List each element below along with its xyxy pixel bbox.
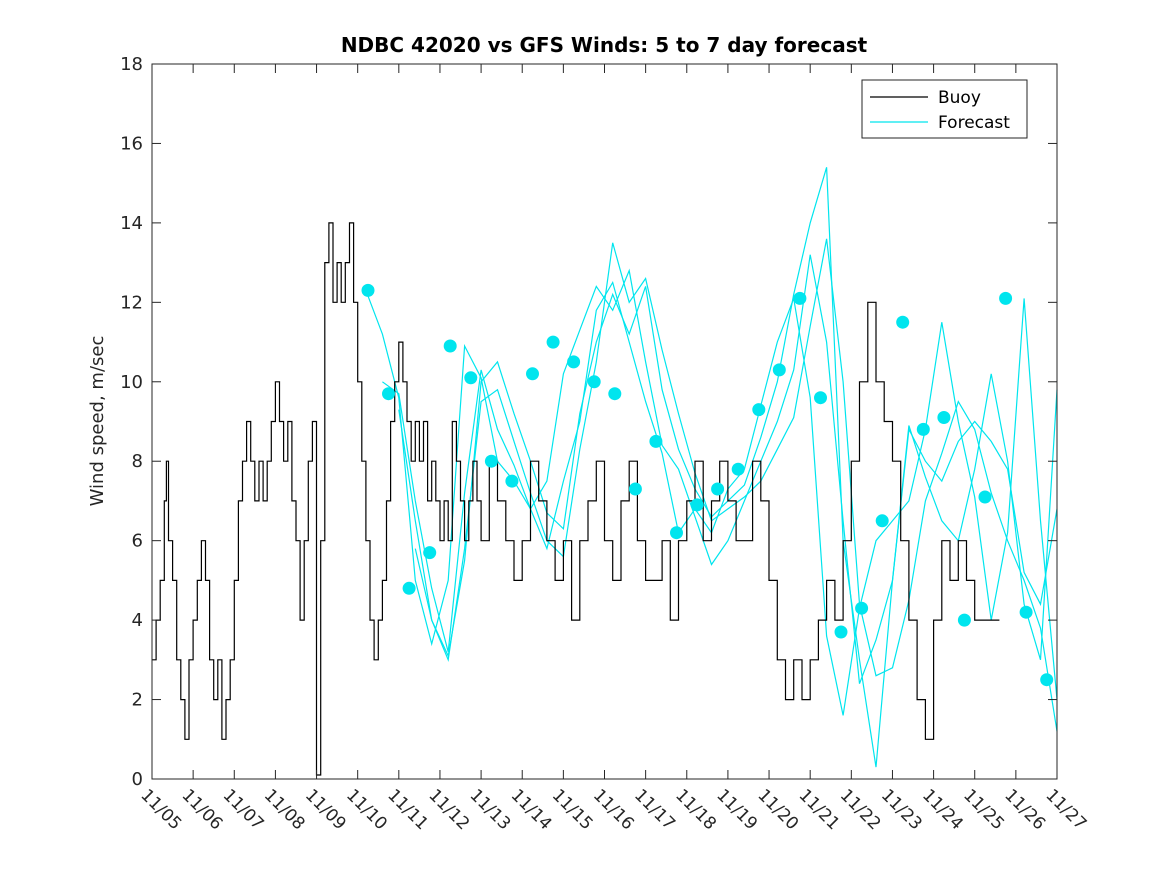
forecast-marker [957, 613, 971, 627]
forecast-marker [937, 411, 951, 424]
forecast-marker [875, 514, 889, 528]
forecast-marker [443, 339, 457, 353]
forecast-marker [772, 363, 786, 377]
y-tick-label: 8 [132, 451, 143, 472]
forecast-marker [752, 403, 766, 417]
forecast-marker [628, 482, 642, 496]
y-axis-label: Wind speed, m/sec [87, 336, 108, 507]
forecast-marker [587, 375, 601, 389]
forecast-marker [423, 546, 437, 560]
forecast-marker [855, 601, 869, 615]
forecast-marker [731, 462, 745, 476]
forecast-marker [402, 581, 416, 595]
forecast-marker [670, 526, 683, 540]
forecast-marker [814, 391, 827, 405]
forecast-line-4 [414, 167, 1058, 768]
forecast-marker [1019, 605, 1033, 619]
buoy-line [152, 222, 1000, 776]
forecast-marker [999, 291, 1013, 305]
forecast-marker [484, 454, 498, 468]
legend-label-forecast: Forecast [938, 113, 1010, 133]
y-tick-label: 14 [120, 213, 143, 234]
y-tick-label: 6 [132, 531, 143, 552]
forecast-marker [546, 335, 560, 349]
forecast-marker [382, 387, 395, 401]
chart-title: NDBC 42020 vs GFS Winds: 5 to 7 day fore… [341, 33, 868, 57]
forecast-marker [649, 434, 663, 448]
legend-box [861, 79, 1028, 139]
y-tick-label: 10 [120, 372, 143, 393]
legend-label-buoy: Buoy [938, 88, 981, 108]
y-tick-label: 16 [120, 133, 143, 154]
y-tick-label: 2 [132, 690, 143, 711]
forecast-marker [793, 291, 807, 305]
forecast-marker [978, 490, 992, 504]
y-tick-label: 18 [120, 54, 143, 75]
forecast-marker [361, 283, 375, 297]
forecast-marker [834, 625, 848, 639]
forecast-marker [526, 367, 539, 381]
legend: Buoy Forecast [861, 79, 1028, 139]
forecast-marker [896, 315, 910, 329]
forecast-marker [711, 482, 725, 496]
forecast-line-2 [382, 254, 1058, 684]
forecast-marker [1040, 673, 1054, 687]
y-tick-label: 12 [120, 292, 143, 313]
forecast-marker [567, 355, 581, 369]
plot-area [152, 167, 1058, 776]
forecast-marker [505, 474, 519, 488]
forecast-line-3 [398, 238, 1058, 732]
forecast-marker [464, 371, 478, 385]
forecast-marker [608, 387, 622, 401]
y-tick-label: 0 [132, 769, 143, 790]
y-tick-label: 4 [132, 610, 143, 631]
forecast-marker [690, 498, 704, 512]
forecast-marker [916, 422, 930, 436]
